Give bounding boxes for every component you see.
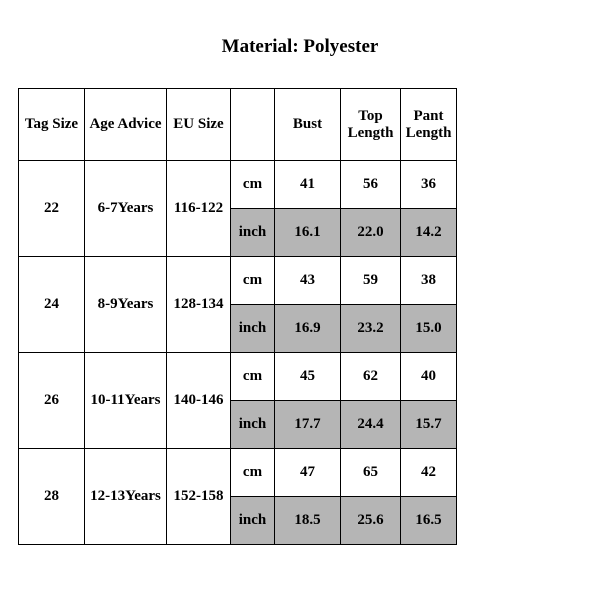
cell-unit-inch: inch (231, 305, 275, 353)
cell-tag-size: 24 (19, 257, 85, 353)
cell-pant-length: 40 (401, 353, 457, 401)
cell-age-advice: 12-13Years (85, 449, 167, 545)
cell-pant-length: 16.5 (401, 497, 457, 545)
th-bust: Bust (275, 89, 341, 161)
size-table: Tag Size Age Advice EU Size Bust Top Len… (18, 88, 457, 545)
cell-pant-length: 38 (401, 257, 457, 305)
cell-unit-cm: cm (231, 257, 275, 305)
cell-unit-inch: inch (231, 401, 275, 449)
cell-top-length: 59 (341, 257, 401, 305)
th-eu-size: EU Size (167, 89, 231, 161)
cell-tag-size: 22 (19, 161, 85, 257)
table-row: 24 8-9Years 128-134 cm 43 59 38 (19, 257, 457, 305)
cell-unit-inch: inch (231, 209, 275, 257)
cell-unit-cm: cm (231, 449, 275, 497)
table-row: 28 12-13Years 152-158 cm 47 65 42 (19, 449, 457, 497)
cell-tag-size: 28 (19, 449, 85, 545)
cell-bust: 41 (275, 161, 341, 209)
cell-top-length: 62 (341, 353, 401, 401)
page-title: Material: Polyester (0, 36, 600, 58)
th-top-length: Top Length (341, 89, 401, 161)
cell-bust: 18.5 (275, 497, 341, 545)
cell-pant-length: 42 (401, 449, 457, 497)
cell-top-length: 24.4 (341, 401, 401, 449)
cell-eu-size: 152-158 (167, 449, 231, 545)
table-row: 26 10-11Years 140-146 cm 45 62 40 (19, 353, 457, 401)
th-age-advice: Age Advice (85, 89, 167, 161)
cell-eu-size: 128-134 (167, 257, 231, 353)
cell-age-advice: 6-7Years (85, 161, 167, 257)
cell-pant-length: 15.7 (401, 401, 457, 449)
page: Material: Polyester Tag Size Age Advice … (0, 0, 600, 600)
cell-pant-length: 36 (401, 161, 457, 209)
cell-pant-length: 14.2 (401, 209, 457, 257)
cell-eu-size: 116-122 (167, 161, 231, 257)
header-row: Tag Size Age Advice EU Size Bust Top Len… (19, 89, 457, 161)
cell-eu-size: 140-146 (167, 353, 231, 449)
cell-unit-cm: cm (231, 353, 275, 401)
table-body: 22 6-7Years 116-122 cm 41 56 36 inch 16.… (19, 161, 457, 545)
cell-bust: 43 (275, 257, 341, 305)
cell-age-advice: 8-9Years (85, 257, 167, 353)
table-row: 22 6-7Years 116-122 cm 41 56 36 (19, 161, 457, 209)
cell-top-length: 65 (341, 449, 401, 497)
th-pant-length: Pant Length (401, 89, 457, 161)
table-head: Tag Size Age Advice EU Size Bust Top Len… (19, 89, 457, 161)
cell-bust: 17.7 (275, 401, 341, 449)
cell-bust: 16.9 (275, 305, 341, 353)
cell-unit-cm: cm (231, 161, 275, 209)
cell-tag-size: 26 (19, 353, 85, 449)
cell-bust: 16.1 (275, 209, 341, 257)
cell-top-length: 25.6 (341, 497, 401, 545)
cell-bust: 45 (275, 353, 341, 401)
th-unit (231, 89, 275, 161)
cell-top-length: 23.2 (341, 305, 401, 353)
cell-pant-length: 15.0 (401, 305, 457, 353)
cell-top-length: 22.0 (341, 209, 401, 257)
cell-bust: 47 (275, 449, 341, 497)
cell-top-length: 56 (341, 161, 401, 209)
cell-age-advice: 10-11Years (85, 353, 167, 449)
cell-unit-inch: inch (231, 497, 275, 545)
th-tag-size: Tag Size (19, 89, 85, 161)
